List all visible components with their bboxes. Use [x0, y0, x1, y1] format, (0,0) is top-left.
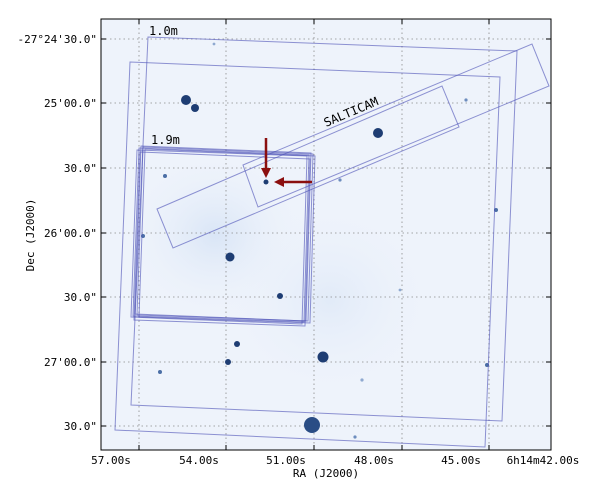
source — [360, 378, 364, 382]
y-tick-label: -27°24'30.0" — [18, 33, 97, 46]
x-tick-label: 48.00s — [354, 454, 394, 467]
target-arrows — [261, 138, 312, 187]
fov-salticam — [156, 43, 550, 249]
y-tick-label: 27'00.0" — [44, 356, 97, 369]
source — [225, 359, 231, 365]
source — [234, 341, 240, 347]
x-axis-label: RA (J2000) — [293, 467, 359, 480]
source — [158, 370, 162, 374]
source — [317, 351, 329, 363]
source — [304, 417, 320, 433]
plot-frame — [100, 18, 552, 451]
x-tick-label: 57.00s — [91, 454, 131, 467]
source — [398, 288, 402, 292]
x-tick-label: 51.00s — [266, 454, 306, 467]
y-tick-label: 26'00.0" — [44, 227, 97, 240]
y-axis-label: Dec (J2000) — [24, 199, 37, 272]
y-tick-label: 30.0" — [64, 291, 97, 304]
x-tick-labels: 57.00s 54.00s 51.00s 48.00s 45.00s 6h14m… — [91, 454, 579, 467]
source — [464, 98, 468, 102]
fov-1.9m — [130, 145, 316, 327]
y-tick-label: 25'00.0" — [44, 97, 97, 110]
fov-1.0m — [114, 36, 518, 448]
tick-marks — [101, 19, 551, 450]
source — [225, 252, 235, 262]
sources — [141, 42, 498, 439]
source — [212, 42, 216, 46]
label-1.0m: 1.0m — [149, 24, 178, 38]
x-tick-label: 54.00s — [179, 454, 219, 467]
source — [338, 178, 342, 182]
coordinate-grid — [101, 19, 551, 450]
source — [181, 95, 191, 105]
source — [353, 435, 357, 439]
x-tick-label: 45.00s — [441, 454, 481, 467]
y-tick-labels: -27°24'30.0" 25'00.0" 30.0" 26'00.0" 30.… — [18, 33, 97, 433]
source — [163, 174, 167, 178]
x-tick-label: 6h14m42.00s — [507, 454, 580, 467]
source — [277, 293, 283, 299]
y-tick-label: 30.0" — [64, 162, 97, 175]
source — [373, 128, 383, 138]
source — [191, 104, 199, 112]
label-1.9m: 1.9m — [151, 133, 180, 147]
target-source — [263, 179, 269, 185]
y-tick-label: 30.0" — [64, 420, 97, 433]
